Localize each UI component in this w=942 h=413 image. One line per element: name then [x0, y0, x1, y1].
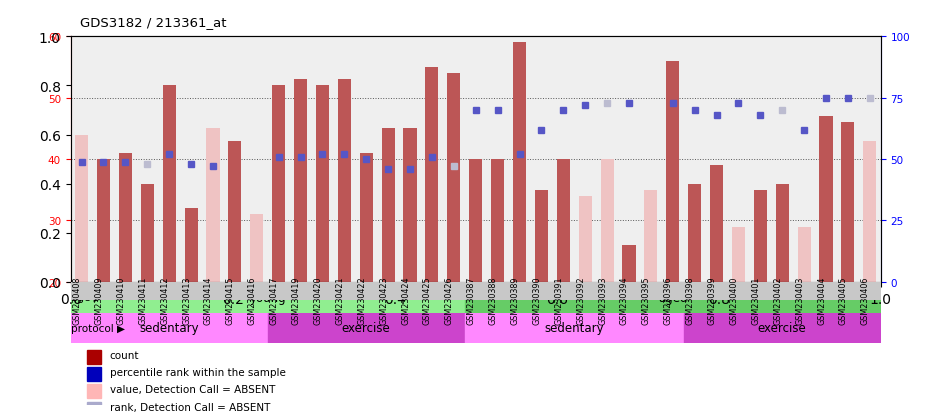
Bar — [754, 190, 767, 282]
Bar — [316, 86, 329, 282]
Bar — [464, 282, 881, 313]
Bar — [863, 141, 876, 282]
Bar — [513, 43, 526, 282]
Text: GDS3182 / 213361_at: GDS3182 / 213361_at — [80, 16, 227, 29]
Bar — [97, 160, 110, 282]
Bar — [535, 190, 548, 282]
Text: young: young — [250, 291, 286, 304]
Text: sedentary: sedentary — [139, 322, 199, 335]
Bar — [206, 129, 219, 282]
Bar — [251, 215, 264, 282]
Bar — [557, 160, 570, 282]
Bar — [464, 313, 684, 344]
Bar — [228, 141, 241, 282]
Bar — [491, 160, 504, 282]
Bar — [447, 74, 461, 282]
Bar — [87, 350, 102, 364]
Bar — [140, 184, 154, 282]
Bar — [294, 80, 307, 282]
Bar — [268, 313, 464, 344]
Bar — [71, 313, 268, 344]
Bar — [644, 190, 658, 282]
Bar — [119, 154, 132, 282]
Bar — [578, 197, 592, 282]
Bar — [820, 117, 833, 282]
Bar — [87, 402, 102, 413]
Text: age ▶: age ▶ — [71, 292, 102, 302]
Bar — [338, 80, 351, 282]
Text: percentile rank within the sample: percentile rank within the sample — [109, 367, 285, 377]
Bar — [688, 184, 701, 282]
Bar — [684, 313, 881, 344]
Text: protocol ▶: protocol ▶ — [71, 323, 124, 333]
Text: sedentary: sedentary — [544, 322, 604, 335]
Bar — [71, 282, 464, 313]
Text: exercise: exercise — [758, 322, 806, 335]
Bar — [710, 166, 723, 282]
Text: count: count — [109, 350, 139, 360]
Bar — [382, 129, 395, 282]
Bar — [798, 227, 811, 282]
Bar — [163, 86, 176, 282]
Text: value, Detection Call = ABSENT: value, Detection Call = ABSENT — [109, 385, 275, 394]
Text: aged: aged — [658, 291, 688, 304]
Bar — [272, 86, 285, 282]
Bar — [623, 245, 636, 282]
Bar — [775, 184, 788, 282]
Bar — [666, 62, 679, 282]
Bar — [732, 227, 745, 282]
Bar — [403, 129, 416, 282]
Bar — [360, 154, 373, 282]
Bar — [185, 209, 198, 282]
Bar — [469, 160, 482, 282]
Text: exercise: exercise — [342, 322, 391, 335]
Bar — [426, 68, 438, 282]
Text: rank, Detection Call = ABSENT: rank, Detection Call = ABSENT — [109, 401, 270, 412]
Bar — [87, 368, 102, 381]
Bar — [841, 123, 854, 282]
Bar — [600, 160, 613, 282]
Bar — [75, 135, 89, 282]
Bar — [87, 385, 102, 398]
